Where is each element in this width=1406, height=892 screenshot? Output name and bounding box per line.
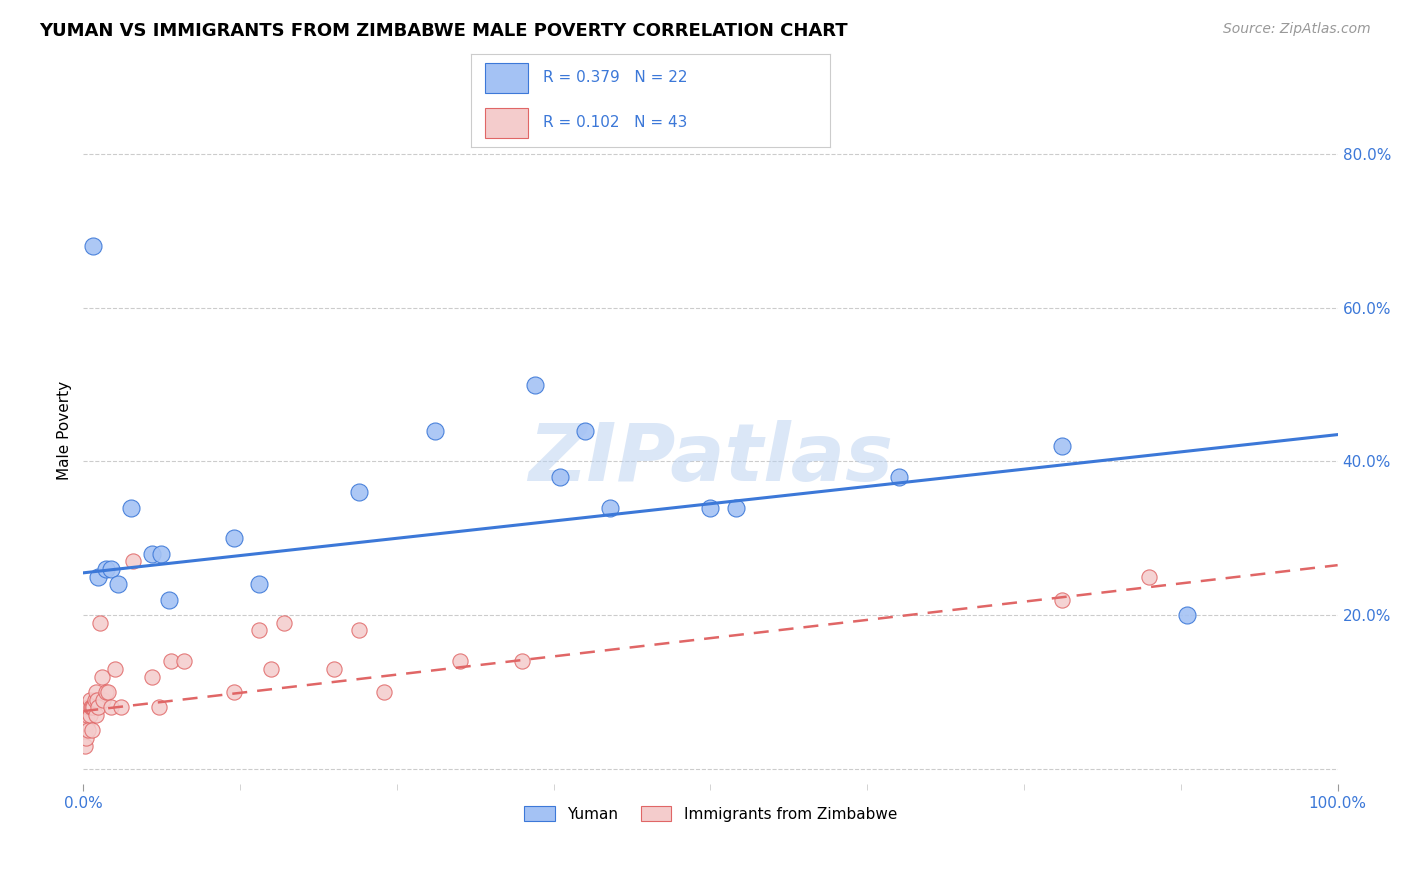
Point [510,654,533,668]
Point [79,692,101,706]
Point [76,708,98,723]
Point [107,577,129,591]
Point [247,624,270,638]
Point [122,554,145,568]
Point [349,485,371,500]
Point [449,654,471,668]
Point [100,562,122,576]
Point [94,685,117,699]
Point [574,424,596,438]
Text: R = 0.102   N = 43: R = 0.102 N = 43 [543,115,688,130]
Point [80,723,103,738]
Point [87,570,110,584]
Bar [485,63,529,93]
Point [84,685,107,699]
Point [423,424,446,438]
Point [87,700,110,714]
Point [150,547,173,561]
Point [75,715,97,730]
Point [91,669,114,683]
Point [141,669,163,683]
Point [84,708,107,723]
Point [73,723,96,738]
Point [699,500,721,515]
Point [82,700,104,714]
Y-axis label: Male Poverty: Male Poverty [58,381,72,480]
Text: R = 0.379   N = 22: R = 0.379 N = 22 [543,70,688,86]
Point [80,700,103,714]
Point [273,615,295,630]
Point [89,615,111,630]
Point [349,624,371,638]
Point [1050,592,1073,607]
Point [323,662,346,676]
Point [86,692,108,706]
Text: Source: ZipAtlas.com: Source: ZipAtlas.com [1223,22,1371,37]
Point [75,731,97,745]
Point [73,739,96,753]
Point [82,239,104,253]
Point [222,531,245,545]
Point [260,662,283,676]
Point [548,470,571,484]
Point [77,700,100,714]
Point [599,500,621,515]
Point [222,685,245,699]
Point [1139,570,1161,584]
Point [173,654,195,668]
Bar [485,108,529,138]
Point [83,692,105,706]
Point [1050,439,1073,453]
Point [104,662,127,676]
Point [93,692,115,706]
Point [79,708,101,723]
Point [247,577,270,591]
Point [887,470,910,484]
Point [120,500,142,515]
Point [523,377,546,392]
Text: YUMAN VS IMMIGRANTS FROM ZIMBABWE MALE POVERTY CORRELATION CHART: YUMAN VS IMMIGRANTS FROM ZIMBABWE MALE P… [39,22,848,40]
Point [100,700,122,714]
Legend: Yuman, Immigrants from Zimbabwe: Yuman, Immigrants from Zimbabwe [516,798,904,830]
Point [141,547,163,561]
Point [160,654,183,668]
Point [148,700,170,714]
Text: ZIPatlas: ZIPatlas [529,420,893,498]
Point [724,500,747,515]
Point [1175,608,1198,623]
Point [157,592,180,607]
Point [94,562,117,576]
Point [97,685,120,699]
Point [77,723,100,738]
Point [110,700,132,714]
Point [80,700,103,714]
Point [76,715,98,730]
Point [373,685,395,699]
